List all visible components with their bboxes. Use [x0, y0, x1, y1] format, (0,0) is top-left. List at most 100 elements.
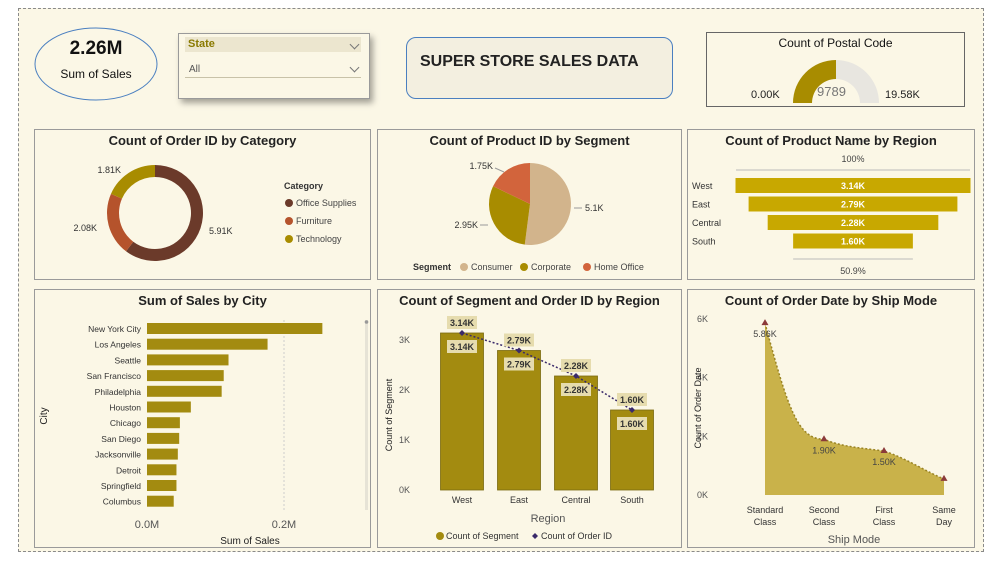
- region-combo-panel[interactable]: Count of Segment and Order ID by Region …: [377, 289, 682, 548]
- city-label: Seattle: [115, 355, 142, 365]
- region-combo-chart: 0K 1K 2K 3K 3.14K West 2.79K East 2.28K Central 1.…: [384, 316, 654, 541]
- city-bar: [147, 401, 191, 413]
- legend-marker: [285, 199, 293, 207]
- legend-item: Furniture: [296, 216, 332, 226]
- column-data-label: 2.28K: [564, 385, 589, 395]
- line-data-label: 2.79K: [507, 336, 532, 346]
- x-tick-label: 0.0M: [135, 519, 159, 531]
- city-label: Chicago: [110, 418, 141, 428]
- area-data-label: 1.50K: [872, 457, 896, 467]
- area-fill: [765, 323, 944, 495]
- city-bar: [147, 385, 222, 397]
- area-marker: [880, 447, 888, 453]
- donut-data-label: 2.08K: [73, 223, 97, 233]
- pie-data-label: 1.75K: [469, 161, 493, 171]
- column-data-label: 3.14K: [450, 342, 475, 352]
- y-tick-label: 6K: [697, 314, 708, 324]
- data-label-bg: [617, 417, 647, 430]
- funnel-bar: [793, 233, 913, 249]
- x-axis-title: Sum of Sales: [220, 536, 279, 547]
- legend-marker: [285, 235, 293, 243]
- data-label-bg: [617, 393, 647, 406]
- data-label-bg: [561, 359, 591, 372]
- funnel-data-label: 2.28K: [841, 218, 866, 228]
- data-label-bg: [447, 340, 477, 353]
- state-dropdown[interactable]: All: [185, 62, 361, 78]
- gauge-card[interactable]: Count of Postal Code 0.00K 9789 19.58K: [706, 32, 965, 107]
- y-tick-label: 0K: [697, 490, 708, 500]
- segment-pie-panel[interactable]: Count of Product ID by Segment 5.1K 2.95K…: [377, 129, 682, 280]
- x-axis-title: Ship Mode: [828, 534, 881, 546]
- kpi-label: Sum of Sales: [60, 67, 132, 81]
- segment-pie-chart: 5.1K 2.95K 1.75K Segment Consumer Corporate Ho…: [413, 161, 644, 272]
- city-bar: [147, 432, 180, 444]
- legend-marker: [532, 533, 538, 539]
- area-marker: [761, 319, 769, 326]
- pie-data-label: 5.1K: [585, 203, 604, 213]
- state-slicer[interactable]: State All: [178, 33, 370, 99]
- column-data-label: 1.60K: [620, 419, 645, 429]
- area-marker: [820, 435, 828, 442]
- x-tick-label: 0.2M: [272, 519, 296, 531]
- funnel-category-label: Central: [692, 218, 721, 228]
- state-dropdown-value: All: [189, 64, 201, 75]
- area-marker: [940, 474, 948, 481]
- x-tick-label: Same Day: [932, 505, 956, 527]
- y-tick-label: 4K: [697, 373, 708, 383]
- y-tick-label: 3K: [399, 335, 410, 345]
- data-label-bg: [561, 383, 591, 396]
- legend-item: Technology: [296, 234, 342, 244]
- donut-data-label: 5.91K: [209, 226, 233, 236]
- column-bar: [497, 350, 541, 491]
- funnel-data-label: 1.60K: [841, 237, 866, 247]
- city-bar: [147, 370, 224, 382]
- city-bar: [147, 338, 268, 350]
- title-banner: SUPER STORE SALES DATA: [406, 37, 673, 99]
- donut-slice-office-supplies: [126, 165, 203, 261]
- legend-marker: [460, 263, 468, 271]
- donut-slice-technology: [110, 165, 155, 199]
- city-label: Columbus: [103, 497, 141, 507]
- page-title: SUPER STORE SALES DATA: [420, 53, 639, 70]
- column-bar: [440, 332, 484, 491]
- order-id-line: [461, 332, 633, 411]
- city-bar: [147, 495, 174, 507]
- shipmode-area-panel[interactable]: Count of Order Date by Ship Mode 0K 2K 4K 6…: [687, 289, 975, 548]
- city-bar: [147, 480, 177, 491]
- city-sales-panel[interactable]: Sum of Sales by City New York City Los An…: [34, 289, 371, 548]
- slicer-title: State: [188, 38, 215, 50]
- pie-data-label: 2.95K: [454, 220, 478, 230]
- pie-slice-corporate: [489, 186, 530, 245]
- line-data-label: 2.28K: [564, 361, 589, 371]
- line-data-label: 1.60K: [620, 395, 645, 405]
- x-tick-label: Central: [561, 495, 590, 505]
- region-funnel-panel[interactable]: Count of Product Name by Region 100% 3.14…: [687, 129, 975, 280]
- legend-marker: [583, 263, 591, 271]
- legend-item: Corporate: [531, 262, 571, 272]
- panel-title: Count of Order Date by Ship Mode: [724, 293, 938, 308]
- city-label: Los Angeles: [95, 340, 141, 350]
- y-tick-label: 2K: [399, 385, 410, 395]
- line-marker: [516, 347, 522, 354]
- city-label: Springfield: [101, 481, 141, 491]
- funnel-category-label: East: [692, 200, 711, 210]
- category-donut-panel[interactable]: Count of Order ID by Category 5.91K 2.08K…: [34, 129, 371, 280]
- slicer-header[interactable]: State: [185, 37, 361, 52]
- category-donut-chart: 5.91K 2.08K 1.81K Category Office Supplies Fu…: [73, 165, 357, 261]
- leader-line: [494, 167, 505, 173]
- city-bar: [147, 448, 178, 460]
- city-bar-chart: New York City Los Angeles Seattle San Franc…: [39, 320, 369, 547]
- funnel-bar: [748, 196, 958, 212]
- gauge-value-label: 9789: [817, 84, 846, 99]
- panel-title: Count of Segment and Order ID by Region: [399, 293, 660, 308]
- kpi-oval: [34, 27, 158, 101]
- gauge-min-label: 0.00K: [751, 89, 780, 101]
- kpi-card[interactable]: 2.26M Sum of Sales: [34, 27, 158, 101]
- funnel-data-label: 2.79K: [841, 200, 866, 210]
- funnel-bar: [767, 215, 939, 230]
- line-marker: [459, 330, 465, 336]
- panel-title: Sum of Sales by City: [138, 293, 267, 308]
- city-bar: [147, 323, 323, 334]
- legend-marker: [520, 263, 528, 271]
- pie-slice-home-office: [493, 163, 530, 204]
